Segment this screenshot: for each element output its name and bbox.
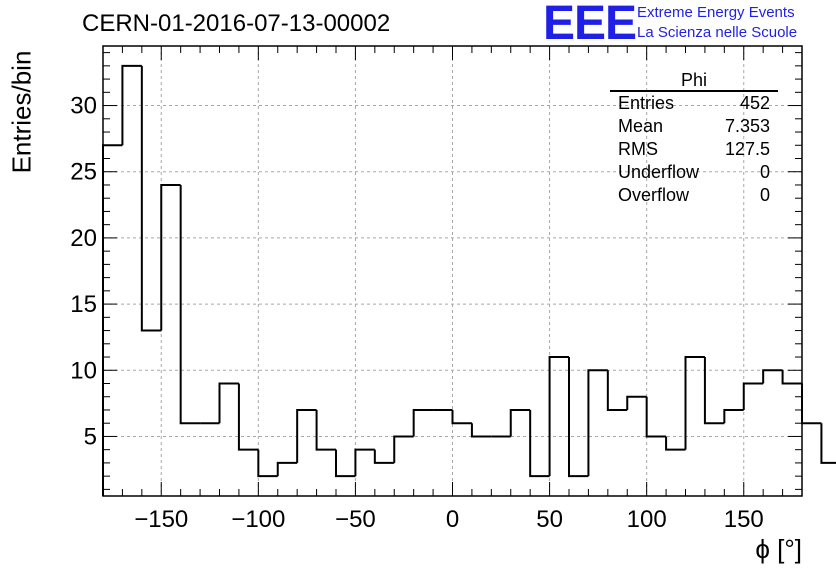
stats-label: Underflow	[618, 162, 700, 182]
grid-lines	[103, 46, 802, 496]
histogram-bin	[509, 408, 531, 437]
stats-title: Phi	[610, 70, 778, 92]
histogram-bin	[179, 184, 201, 425]
stats-value: 0	[759, 185, 770, 205]
histogram-bin	[801, 383, 822, 425]
histogram-bin	[335, 449, 356, 478]
x-tick-label: 150	[724, 506, 764, 533]
histogram-bin	[626, 395, 647, 410]
histogram-bin	[587, 369, 608, 477]
x-tick-label: 50	[536, 506, 563, 533]
histogram-bin	[470, 423, 492, 438]
stats-row: Underflow 0	[610, 161, 778, 184]
histogram-bin	[160, 183, 181, 331]
logo-subtitle-line2: La Scienza nelle Scuole	[637, 24, 798, 41]
tick-labels: −150 −100 −50 0 50 100 150 5 10 15 20 25 30	[70, 93, 763, 533]
histogram-bin	[645, 396, 667, 438]
eee-logo: EEE	[543, 0, 637, 50]
y-tick-label: 20	[70, 225, 97, 252]
histogram-bin	[296, 408, 317, 463]
histogram-bin	[218, 382, 239, 424]
histogram-bin	[606, 370, 628, 411]
histogram-bin	[762, 369, 783, 384]
stats-box: Phi Entries 452 Mean 7.353 RMS 127.5 Und…	[610, 70, 778, 207]
histogram-bin	[742, 382, 764, 410]
y-tick-label: 25	[70, 159, 97, 186]
histogram-bin	[548, 356, 569, 477]
run-title: CERN-01-2016-07-13-00002	[82, 10, 391, 37]
x-tick-label: −50	[335, 506, 376, 533]
y-tick-label: 15	[70, 291, 97, 318]
x-tick-label: 100	[627, 506, 667, 533]
histogram-bin	[684, 356, 705, 450]
histogram-bin	[373, 449, 395, 464]
histogram-bin	[665, 436, 686, 451]
stats-label: Overflow	[618, 185, 690, 205]
histogram-bin	[451, 409, 472, 425]
stats-row: Overflow 0	[610, 184, 778, 207]
y-tick-label: 30	[70, 93, 97, 120]
stats-label: RMS	[618, 139, 658, 159]
histogram-bin	[703, 357, 725, 425]
stats-value: 452	[739, 93, 770, 113]
histogram-bin	[121, 64, 142, 146]
stats-row: Mean 7.353	[610, 115, 778, 138]
histogram-bin	[315, 409, 336, 451]
histogram-bin	[276, 461, 298, 477]
histogram-bin	[781, 370, 802, 385]
histogram-bin	[568, 357, 589, 478]
x-axis-label: ϕ [°]	[755, 534, 802, 564]
stats-row: Entries 452	[610, 92, 778, 115]
stats-value: 7.353	[724, 116, 770, 136]
y-tick-label: 10	[70, 357, 97, 384]
histogram-bin	[140, 65, 162, 332]
y-axis-label: Entries/bin	[6, 50, 37, 174]
x-tick-label: −100	[231, 506, 285, 533]
axes	[102, 45, 803, 497]
stats-row: RMS 127.5	[610, 138, 778, 161]
histogram-bin	[820, 423, 836, 464]
stats-label: Mean	[618, 116, 664, 136]
histogram-bin	[257, 449, 278, 478]
y-tick-label: 5	[84, 423, 97, 450]
x-tick-label: 0	[446, 506, 459, 533]
histogram-bin	[237, 383, 259, 451]
x-tick-label: −150	[134, 506, 188, 533]
histogram-bin	[723, 408, 744, 424]
histogram-bin	[412, 408, 434, 437]
stats-label: Entries	[618, 93, 675, 113]
stats-value: 127.5	[724, 139, 770, 159]
histogram-bin	[354, 448, 375, 477]
stats-value: 0	[759, 162, 770, 182]
histogram-bin	[393, 435, 414, 463]
logo-subtitle-line1: Extreme Energy Events	[637, 4, 795, 21]
histogram-bin	[529, 409, 550, 478]
